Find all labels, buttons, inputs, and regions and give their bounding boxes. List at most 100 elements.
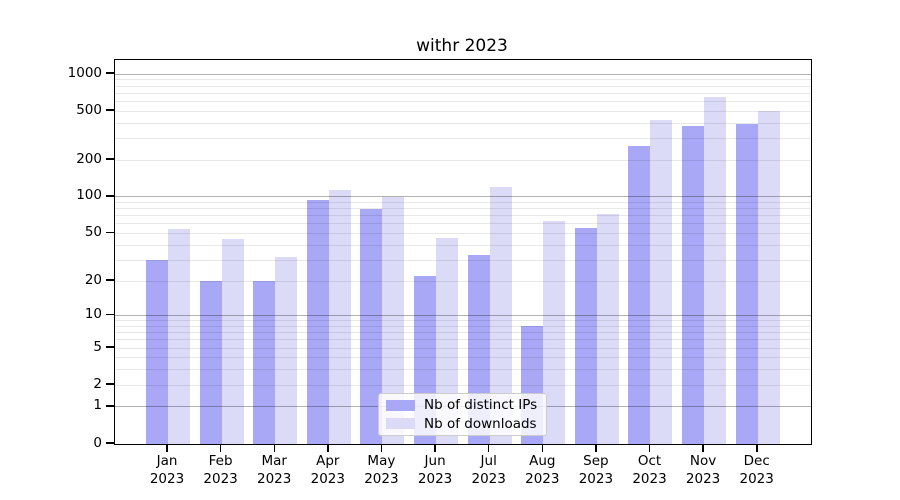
x-tick-mark	[327, 444, 329, 452]
bar-downloads-nov-2023	[704, 97, 727, 444]
gridline-minor	[115, 100, 811, 102]
x-tick-label-line: Jun	[424, 453, 446, 469]
bar-downloads-mar-2023	[275, 256, 298, 444]
bar-downloads-may-2023	[382, 196, 405, 444]
legend-label-downloads: Nb of downloads	[424, 415, 537, 432]
y-tick-mark	[105, 109, 114, 111]
x-tick-mark	[595, 444, 597, 452]
bar-downloads-apr-2023	[328, 190, 351, 444]
x-tick-mark	[273, 444, 275, 452]
bar-distinct-ips-nov-2023	[682, 125, 705, 444]
bar-distinct-ips-dec-2023	[735, 123, 758, 444]
bar-downloads-oct-2023	[650, 119, 673, 444]
y-tick-mark	[105, 231, 114, 234]
y-tick-label: 500	[76, 101, 102, 118]
x-tick-label-line: 2023	[257, 470, 292, 487]
x-tick-label: Feb 2023	[189, 453, 253, 488]
x-tick-label-line: 2023	[310, 470, 345, 487]
bar-downloads-sep-2023	[596, 214, 619, 444]
x-tick-label-line: Aug	[529, 453, 556, 469]
gridline-minor	[115, 223, 811, 225]
bar-downloads-jun-2023	[436, 237, 459, 444]
y-tick-mark	[105, 72, 114, 74]
x-tick-label-line: 2023	[578, 470, 614, 487]
y-tick-label: 50	[84, 224, 102, 240]
bar-distinct-ips-oct-2023	[628, 146, 651, 444]
y-tick-mark	[105, 279, 114, 281]
y-tick-mark	[105, 442, 114, 444]
y-tick-label: 10	[84, 306, 102, 323]
x-tick-label: Jun 2023	[403, 453, 467, 488]
gridline-minor	[115, 159, 811, 161]
gridline-minor	[115, 233, 811, 234]
y-tick-mark	[105, 158, 114, 160]
y-tick-label: 200	[76, 150, 102, 167]
gridline-minor	[115, 259, 811, 261]
x-tick-mark	[702, 444, 704, 452]
x-tick-label-line: 2023	[417, 470, 453, 487]
gridline-major	[115, 196, 811, 198]
x-tick-label: Jul 2023	[457, 453, 521, 488]
x-tick-label-line: Dec	[743, 453, 770, 469]
x-tick-label-line: 2023	[203, 470, 238, 487]
x-tick-label-line: Oct	[637, 453, 662, 469]
gridline-major	[115, 315, 811, 317]
x-tick-label: Dec 2023	[725, 453, 789, 488]
gridline-minor	[115, 339, 811, 341]
x-tick-label-line: May	[367, 453, 396, 469]
x-tick-mark	[756, 444, 758, 452]
legend-label-distinct-ips: Nb of distinct IPs	[424, 397, 538, 414]
y-tick-label: 2	[93, 375, 102, 392]
gridline-minor	[115, 384, 811, 386]
gridline-minor	[115, 79, 811, 81]
bar-downloads-aug-2023	[543, 220, 566, 444]
gridline-minor	[115, 201, 811, 203]
x-tick-label: Mar 2023	[242, 453, 306, 488]
y-tick-mark	[105, 313, 114, 316]
gridline-minor	[115, 369, 811, 371]
gridline-minor	[115, 244, 811, 246]
gridline-minor	[115, 357, 811, 359]
x-tick-label: May 2023	[349, 453, 413, 488]
gridline-minor	[115, 347, 811, 349]
y-tick-label: 20	[84, 271, 102, 288]
bar-distinct-ips-feb-2023	[199, 281, 222, 444]
x-tick-label-line: Apr	[316, 453, 340, 469]
x-tick-label-line: Jul	[480, 453, 497, 469]
gridline-minor	[115, 85, 811, 87]
x-tick-label-line: 2023	[739, 470, 774, 487]
gridline-minor	[115, 208, 811, 210]
x-tick-label-line: Sep	[583, 453, 609, 469]
legend-item-distinct-ips: Nb of distinct IPs	[386, 397, 540, 414]
y-tick-mark	[105, 346, 114, 348]
bar-downloads-dec-2023	[757, 110, 780, 444]
x-tick-mark	[541, 444, 543, 452]
gridline-minor	[115, 122, 811, 124]
x-tick-label-line: 2023	[632, 470, 667, 487]
x-tick-label: Nov 2023	[671, 453, 735, 488]
x-tick-label-line: Jan	[156, 453, 178, 469]
legend-swatch-distinct-ips	[386, 399, 415, 411]
y-tick-label: 100	[76, 187, 102, 204]
x-tick-label-line: 2023	[471, 470, 506, 487]
gridline-minor	[115, 332, 811, 334]
bar-downloads-jan-2023	[168, 229, 190, 444]
x-tick-mark	[166, 444, 168, 452]
x-tick-mark	[219, 444, 222, 452]
gridline-minor	[115, 92, 811, 94]
gridline-minor	[115, 280, 811, 282]
x-tick-label-line: Feb	[208, 453, 233, 469]
bar-distinct-ips-sep-2023	[574, 228, 597, 444]
bar-downloads-jul-2023	[489, 187, 512, 444]
y-tick-mark	[105, 383, 114, 385]
bar-distinct-ips-may-2023	[360, 209, 383, 444]
x-tick-label: Sep 2023	[564, 453, 628, 488]
x-tick-mark	[380, 444, 383, 452]
gridline-major	[115, 73, 811, 75]
legend: Nb of distinct IPs Nb of downloads	[378, 393, 547, 436]
plot-area	[114, 59, 812, 445]
y-tick-label: 0	[93, 434, 102, 451]
x-tick-mark	[487, 444, 490, 452]
chart-title: withr 2023	[416, 36, 508, 56]
